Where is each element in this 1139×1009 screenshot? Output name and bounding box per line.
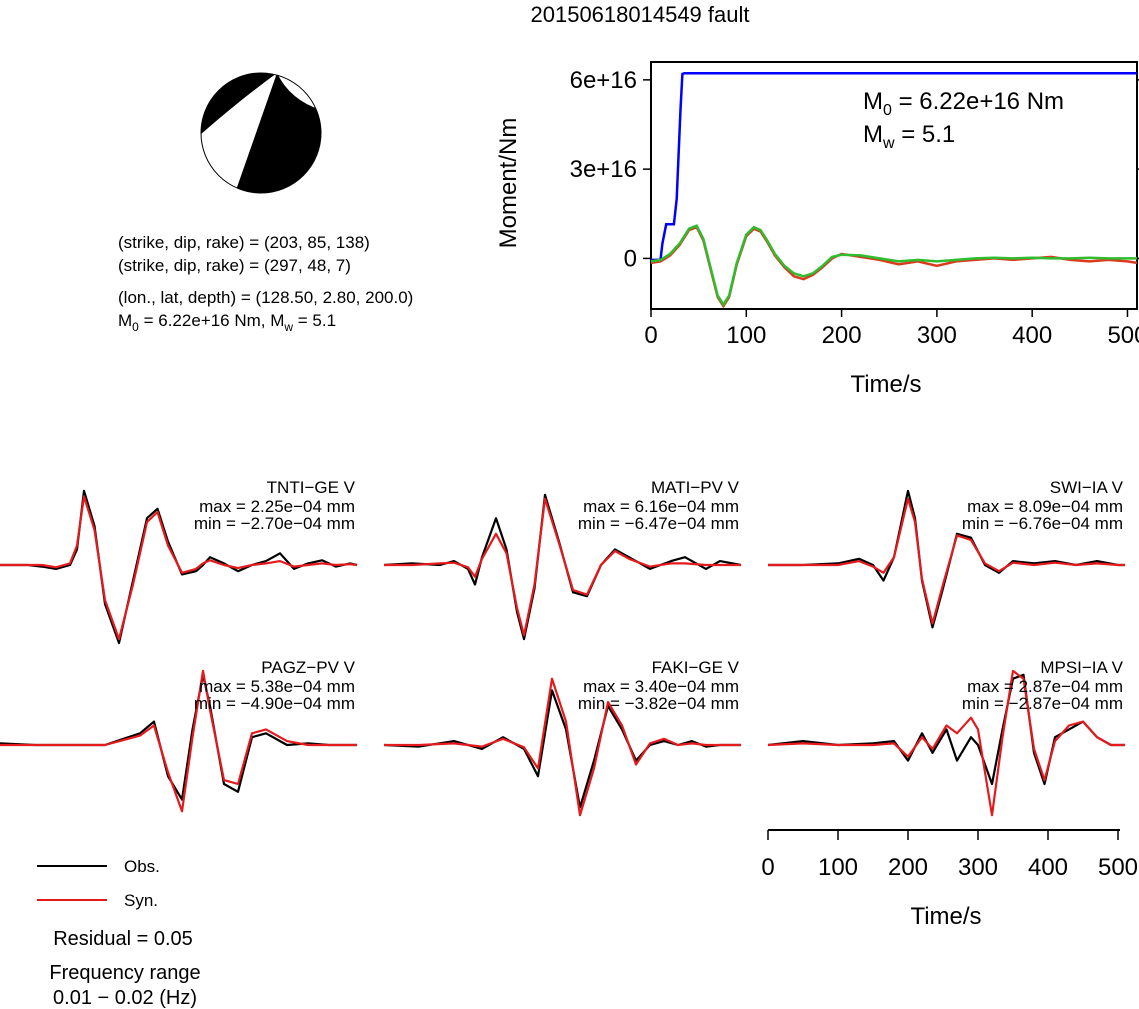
waveform-syn-trace bbox=[767, 669, 1125, 817]
mechanism-location: (lon., lat, depth) = (128.50, 2.80, 200.… bbox=[118, 288, 413, 307]
station-max-label: max = 6.16e−04 mm bbox=[583, 497, 739, 516]
station-label: MATI−PV V bbox=[651, 478, 740, 497]
moment-y-label: Moment/Nm bbox=[495, 118, 522, 249]
wave-x-label: Time/s bbox=[910, 903, 981, 930]
station-label: SWI−IA V bbox=[1050, 478, 1124, 497]
moment-series-group bbox=[650, 72, 1138, 309]
legend: Obs. Syn. bbox=[37, 857, 160, 910]
moment-y-tick-label: 0 bbox=[624, 245, 637, 272]
mechanism-plane2: (strike, dip, rake) = (297, 48, 7) bbox=[118, 256, 351, 275]
moment-chart: 0 3e+16 6e+16 0 100 200 300 400 500 Moment/Nm T… bbox=[495, 61, 1139, 398]
moment-y-tick-label: 6e+16 bbox=[570, 67, 637, 94]
station-label: MPSI−IA V bbox=[1040, 658, 1123, 677]
station-max-label: max = 3.40e−04 mm bbox=[583, 677, 739, 696]
station-max-label: max = 5.38e−04 mm bbox=[199, 677, 355, 696]
moment-x-tick-label: 500 bbox=[1107, 322, 1139, 349]
wave-x-tick-label: 100 bbox=[818, 854, 858, 881]
moment-x-tick-label: 300 bbox=[917, 322, 957, 349]
moment-series-0 bbox=[651, 72, 1137, 262]
wave-x-tick-label: 500 bbox=[1098, 854, 1138, 881]
waveform-obs-trace bbox=[767, 673, 1125, 786]
wave-x-tick-label: 0 bbox=[761, 854, 774, 881]
legend-obs-label: Obs. bbox=[124, 857, 160, 876]
moment-x-tick-label: 0 bbox=[644, 322, 657, 349]
wave-x-tick-label: 300 bbox=[958, 854, 998, 881]
wave-x-tick-label: 200 bbox=[888, 854, 928, 881]
moment-y-ticks: 0 3e+16 6e+16 bbox=[570, 67, 1139, 272]
moment-x-tick-label: 200 bbox=[822, 322, 862, 349]
station-label: FAKI−GE V bbox=[652, 658, 740, 677]
frequency-value: 0.01 − 0.02 (Hz) bbox=[53, 987, 197, 1009]
wave-time-axis: 0 100 200 300 400 500 Time/s bbox=[761, 829, 1138, 930]
moment-x-ticks: 0 100 200 300 400 500 bbox=[644, 309, 1139, 349]
station-min-label: min = −2.87e−04 mm bbox=[962, 694, 1123, 713]
moment-y-tick-label: 3e+16 bbox=[570, 156, 637, 183]
station-min-label: min = −6.47e−04 mm bbox=[578, 514, 739, 533]
station-label: PAGZ−PV V bbox=[261, 658, 355, 677]
wave-x-ticks: 0 100 200 300 400 500 bbox=[761, 830, 1138, 881]
waveform-syn-trace bbox=[384, 677, 741, 817]
moment-x-tick-label: 400 bbox=[1012, 322, 1052, 349]
mechanism-plane1: (strike, dip, rake) = (203, 85, 138) bbox=[118, 233, 370, 252]
mechanism-moment: M0 = 6.22e+16 Nm, Mw = 5.1 bbox=[118, 311, 336, 334]
residual-text: Residual = 0.05 bbox=[53, 928, 193, 950]
frequency-title: Frequency range bbox=[49, 962, 200, 984]
legend-syn-label: Syn. bbox=[124, 891, 158, 910]
moment-x-tick-label: 100 bbox=[726, 322, 766, 349]
waveform-syn-trace bbox=[384, 497, 741, 637]
station-min-label: min = −3.82e−04 mm bbox=[578, 694, 739, 713]
station-label: TNTI−GE V bbox=[267, 478, 356, 497]
wave-x-tick-label: 400 bbox=[1028, 854, 1068, 881]
moment-annotation-m0: M0 = 6.22e+16 Nm bbox=[863, 88, 1064, 119]
waveform-syn-trace bbox=[0, 495, 358, 641]
moment-chart-frame bbox=[650, 61, 1138, 310]
waveform-syn-trace bbox=[0, 669, 357, 813]
moment-annotation-mw: Mw = 5.1 bbox=[863, 121, 955, 152]
station-min-label: min = −2.70e−04 mm bbox=[194, 514, 355, 533]
station-max-label: max = 8.09e−04 mm bbox=[967, 497, 1123, 516]
moment-series-1 bbox=[650, 225, 1138, 309]
station-max-label: max = 2.25e−04 mm bbox=[199, 497, 355, 516]
beachball-icon bbox=[200, 72, 322, 194]
station-min-label: min = −6.76e−04 mm bbox=[962, 514, 1123, 533]
moment-series-2 bbox=[650, 224, 1137, 307]
station-max-label: max = 2.87e−04 mm bbox=[967, 677, 1123, 696]
moment-x-label: Time/s bbox=[850, 371, 921, 398]
station-min-label: min = −4.90e−04 mm bbox=[194, 694, 355, 713]
waveform-syn-trace bbox=[768, 497, 1125, 625]
figure-title: 20150618014549 fault bbox=[531, 2, 750, 27]
